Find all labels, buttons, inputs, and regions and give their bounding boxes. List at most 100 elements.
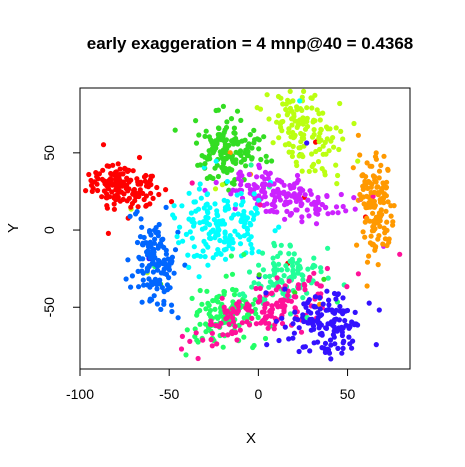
data-point [256, 262, 262, 268]
data-point [296, 348, 302, 355]
data-point [317, 117, 323, 123]
data-point [270, 201, 276, 207]
data-point [273, 287, 279, 293]
x-axis: -100 -50 0 50 [66, 368, 356, 402]
data-point [202, 161, 208, 167]
data-point [168, 302, 175, 308]
data-point [378, 196, 384, 202]
data-point [218, 152, 224, 159]
data-point [364, 160, 370, 166]
data-point [298, 329, 305, 335]
data-point [354, 242, 360, 248]
data-point [358, 196, 364, 202]
y-tick-label: 0 [41, 226, 57, 234]
data-point [220, 134, 226, 140]
data-point [142, 240, 148, 246]
data-point [130, 168, 136, 174]
data-point [231, 292, 238, 298]
data-point [213, 179, 219, 186]
data-point [270, 140, 276, 146]
data-point [375, 184, 381, 190]
data-point [230, 306, 236, 312]
data-point [369, 163, 375, 169]
data-point [313, 210, 319, 216]
data-point [207, 174, 213, 180]
data-point [141, 174, 148, 180]
data-point [222, 256, 229, 262]
data-point [279, 297, 286, 303]
data-point [256, 281, 262, 287]
data-point [128, 284, 134, 290]
data-point [355, 158, 361, 164]
data-point [259, 187, 265, 193]
data-point [241, 334, 247, 340]
data-point [343, 322, 349, 328]
data-point [285, 110, 291, 116]
data-point [257, 294, 263, 300]
data-point [287, 182, 293, 189]
data-point [219, 182, 225, 188]
data-point [226, 321, 232, 327]
data-point [198, 195, 204, 201]
data-point [272, 270, 278, 276]
data-point [195, 339, 201, 345]
data-point [276, 224, 282, 230]
data-point [218, 320, 224, 326]
data-point [364, 283, 370, 289]
data-point [219, 295, 225, 301]
data-point [206, 231, 212, 237]
data-point [159, 285, 165, 291]
data-point [175, 229, 181, 235]
data-point [230, 246, 236, 252]
data-point [260, 267, 266, 273]
data-point [215, 135, 222, 141]
data-point [312, 304, 318, 310]
data-point [319, 166, 325, 172]
data-point [247, 132, 253, 138]
data-point [123, 276, 129, 282]
data-point [190, 216, 196, 223]
data-point [308, 310, 314, 316]
data-point [241, 251, 247, 257]
data-point [322, 340, 329, 346]
data-point [309, 95, 315, 101]
data-point [296, 257, 302, 263]
data-point [326, 297, 332, 303]
data-point [208, 318, 214, 324]
data-point [373, 214, 379, 220]
data-point [316, 134, 322, 140]
data-point [376, 210, 382, 216]
data-point [209, 330, 215, 336]
data-point [349, 345, 355, 351]
data-point [262, 169, 269, 175]
data-point [335, 345, 341, 351]
data-point [357, 152, 363, 158]
data-point [176, 240, 182, 246]
data-point [202, 133, 208, 139]
data-point [326, 148, 332, 154]
data-point [320, 151, 326, 157]
data-point [232, 130, 238, 136]
data-point [216, 125, 222, 132]
data-point [304, 207, 310, 213]
data-point [257, 285, 263, 291]
data-point [287, 242, 293, 248]
data-point [388, 213, 394, 219]
data-point [221, 247, 227, 253]
data-point [139, 224, 145, 230]
data-point [195, 355, 201, 362]
data-point [372, 247, 378, 253]
data-point [310, 278, 316, 284]
data-point [390, 219, 396, 225]
data-point [120, 196, 126, 202]
data-point [145, 248, 151, 254]
data-point [225, 332, 231, 338]
data-point [295, 282, 301, 288]
data-point [270, 188, 277, 194]
data-point [228, 116, 235, 122]
data-point [352, 206, 358, 212]
data-point [199, 226, 205, 232]
data-point [111, 201, 117, 207]
data-point [172, 247, 179, 253]
data-point [174, 233, 180, 240]
